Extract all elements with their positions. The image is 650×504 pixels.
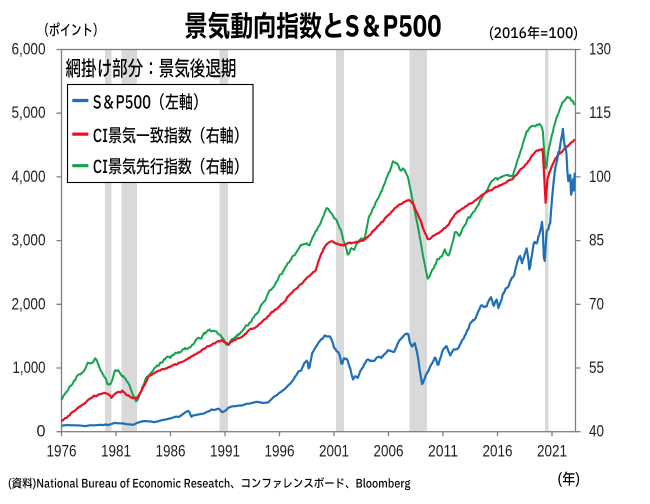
svg-text:6,000: 6,000 — [12, 40, 46, 59]
svg-text:1986: 1986 — [156, 442, 186, 461]
svg-text:40: 40 — [589, 422, 604, 441]
svg-text:1981: 1981 — [101, 442, 131, 461]
svg-text:55: 55 — [589, 358, 604, 377]
svg-text:130: 130 — [589, 40, 611, 59]
svg-text:2011: 2011 — [428, 442, 458, 461]
svg-text:100: 100 — [589, 167, 611, 186]
svg-text:3,000: 3,000 — [12, 231, 46, 250]
svg-text:1,000: 1,000 — [13, 358, 46, 377]
svg-text:1976: 1976 — [47, 442, 77, 461]
svg-text:2016: 2016 — [483, 442, 513, 461]
svg-text:85: 85 — [589, 231, 604, 250]
svg-text:1996: 1996 — [265, 442, 295, 461]
svg-text:0: 0 — [37, 422, 46, 441]
svg-text:4,000: 4,000 — [12, 167, 46, 186]
svg-text:2,000: 2,000 — [12, 294, 46, 313]
svg-text:70: 70 — [589, 294, 604, 313]
svg-text:2001: 2001 — [319, 442, 349, 461]
svg-text:1991: 1991 — [210, 442, 240, 461]
svg-text:5,000: 5,000 — [12, 103, 46, 122]
svg-text:2021: 2021 — [537, 442, 567, 461]
svg-text:2006: 2006 — [374, 442, 404, 461]
svg-text:115: 115 — [589, 103, 611, 122]
